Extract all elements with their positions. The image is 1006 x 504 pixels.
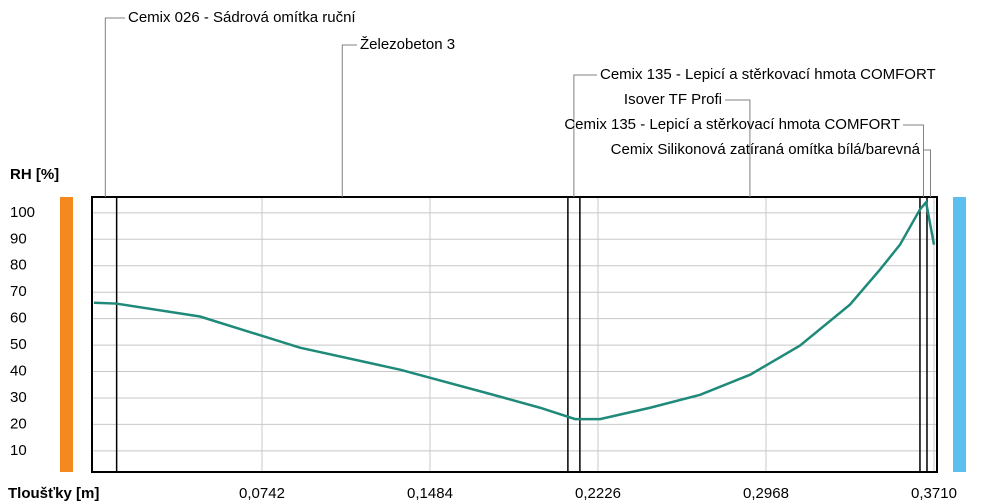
layer-label: Cemix Silikonová zatíraná omítka bílá/ba… bbox=[611, 141, 921, 158]
layer-label: Železobeton 3 bbox=[360, 36, 455, 53]
y-tick-label: 40 bbox=[10, 362, 27, 379]
leader-line bbox=[903, 124, 924, 197]
x-tick-label: 0,0742 bbox=[239, 485, 285, 502]
y-tick-label: 100 bbox=[10, 204, 35, 221]
y-tick-label: 50 bbox=[10, 336, 27, 353]
layer-label: Cemix 135 - Lepicí a stěrkovací hmota CO… bbox=[564, 116, 900, 133]
leader-line bbox=[104, 17, 125, 197]
y-axis-title: RH [%] bbox=[10, 166, 59, 183]
layer-label: Isover TF Profi bbox=[624, 91, 722, 108]
layer-label: Cemix 026 - Sádrová omítka ruční bbox=[128, 9, 356, 26]
y-tick-label: 80 bbox=[10, 257, 27, 274]
x-tick-label: 0,2968 bbox=[743, 485, 789, 502]
x-tick-label: 0,1484 bbox=[407, 485, 453, 502]
y-tick-label: 10 bbox=[10, 442, 27, 459]
rh-line bbox=[93, 199, 936, 421]
inside-bar bbox=[60, 197, 73, 472]
x-tick-label: 0,2226 bbox=[575, 485, 621, 502]
y-tick-label: 70 bbox=[10, 283, 27, 300]
y-tick-label: 30 bbox=[10, 389, 27, 406]
leader-line bbox=[923, 149, 931, 197]
leader-line bbox=[341, 44, 357, 197]
outside-bar bbox=[953, 197, 966, 472]
y-tick-label: 60 bbox=[10, 310, 27, 327]
leader-line bbox=[725, 99, 751, 197]
y-tick-label: 20 bbox=[10, 415, 27, 432]
x-tick-label: 0,3710 bbox=[911, 485, 957, 502]
layer-label: Cemix 135 - Lepicí a stěrkovací hmota CO… bbox=[600, 66, 936, 83]
x-axis-title: Tloušťky [m] bbox=[8, 485, 99, 502]
y-tick-label: 90 bbox=[10, 230, 27, 247]
leader-line bbox=[573, 74, 597, 197]
plot-frame bbox=[91, 196, 938, 473]
